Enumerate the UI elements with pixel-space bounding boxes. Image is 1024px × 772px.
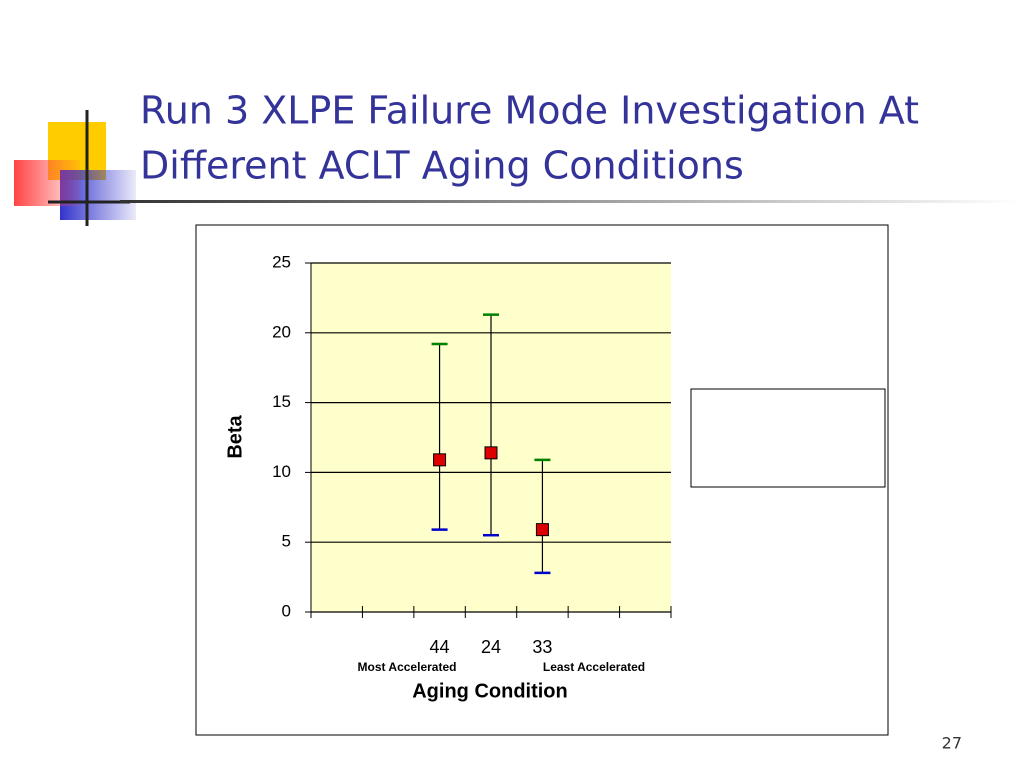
x-tick-label: 44 xyxy=(430,637,450,657)
decoration xyxy=(14,110,1020,226)
beta-marker xyxy=(433,453,447,467)
x-tick-label: 24 xyxy=(481,637,501,657)
y-tick-label: 10 xyxy=(272,462,291,481)
title-line: Run 3 XLPE Failure Mode Investigation At xyxy=(140,89,919,133)
y-axis-label: Beta xyxy=(224,414,246,458)
y-tick-label: 5 xyxy=(282,532,291,551)
x-tick-label: 33 xyxy=(532,637,552,657)
beta-marker xyxy=(535,523,549,537)
beta-marker xyxy=(484,446,498,460)
annotation: Least Accelerated xyxy=(543,660,645,674)
y-tick-label: 0 xyxy=(282,601,291,620)
y-tick-label: 20 xyxy=(272,322,291,341)
y-tick-label: 15 xyxy=(272,392,291,411)
annotation: Most Accelerated xyxy=(358,660,457,674)
title-line: Different ACLT Aging Conditions xyxy=(140,144,744,188)
y-tick-label: 25 xyxy=(272,252,291,271)
x-axis-label: Aging Condition xyxy=(412,680,568,702)
legend xyxy=(690,388,886,488)
page-number: 27 xyxy=(942,734,962,753)
